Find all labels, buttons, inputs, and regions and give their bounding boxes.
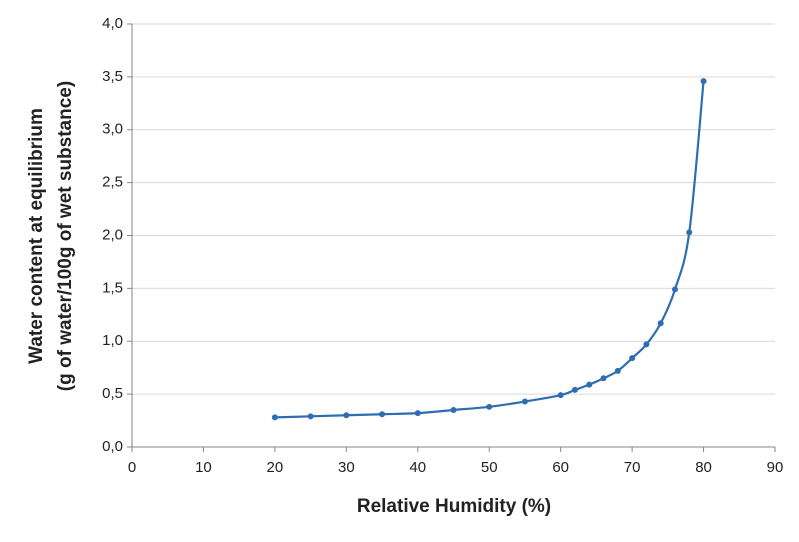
y-tick-label: 1,5 <box>102 279 123 296</box>
data-point <box>700 78 707 85</box>
data-point <box>271 414 278 421</box>
y-tick-label: 3,0 <box>102 121 123 138</box>
data-point <box>521 398 528 405</box>
y-tick-label: 4,0 <box>102 15 123 32</box>
y-tick-label: 1,0 <box>102 332 123 349</box>
x-tick-label: 50 <box>481 459 498 476</box>
data-point <box>557 392 564 399</box>
y-tick-label: 0,0 <box>102 438 123 455</box>
data-line <box>274 81 705 419</box>
x-tick-label: 60 <box>552 459 569 476</box>
data-point <box>450 406 457 413</box>
data-point <box>343 412 350 419</box>
data-point <box>586 381 593 388</box>
data-point <box>629 355 636 362</box>
y-tick-label: 0,5 <box>102 385 123 402</box>
x-axis-title: Relative Humidity (%) <box>357 496 551 517</box>
data-point <box>379 411 386 418</box>
y-axis-title: (g of water/100g of wet substance) <box>55 81 76 391</box>
y-axis-title: Water content at equilibrium <box>26 108 47 364</box>
x-tick-label: 0 <box>128 459 136 476</box>
data-point <box>643 341 650 348</box>
x-tick-label: 40 <box>409 459 426 476</box>
y-tick-label: 3,5 <box>102 68 123 85</box>
y-tick-label: 2,0 <box>102 226 123 243</box>
data-point <box>686 229 693 236</box>
data-point <box>571 386 578 393</box>
x-tick-label: 10 <box>195 459 212 476</box>
data-point <box>307 413 314 420</box>
x-tick-label: 80 <box>695 459 712 476</box>
data-point <box>614 367 621 374</box>
x-tick-label: 30 <box>338 459 355 476</box>
data-point <box>657 320 664 327</box>
x-tick-label: 70 <box>624 459 641 476</box>
x-tick-label: 90 <box>767 459 784 476</box>
data-point <box>486 403 493 410</box>
data-point <box>600 375 607 382</box>
data-point <box>414 410 421 417</box>
y-tick-label: 2,5 <box>102 174 123 191</box>
data-point <box>671 286 678 293</box>
x-tick-label: 20 <box>267 459 284 476</box>
